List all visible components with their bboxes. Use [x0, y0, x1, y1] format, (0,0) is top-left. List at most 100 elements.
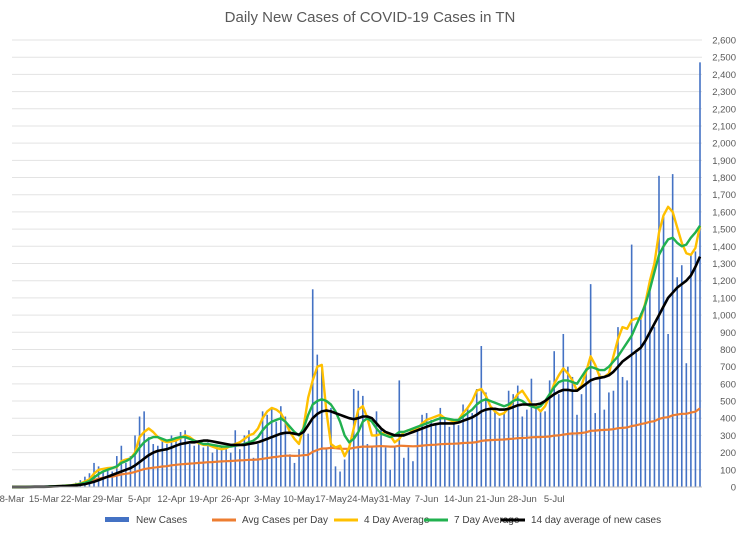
bar-new-cases [403, 457, 405, 487]
bar-new-cases [316, 354, 319, 487]
y-tick-label: 2,000 [712, 139, 736, 150]
x-tick-label: 28-Jun [508, 494, 537, 505]
bar-new-cases [138, 416, 141, 487]
y-tick-label: 2,400 [712, 70, 736, 81]
bar-new-cases [690, 254, 692, 487]
bar-new-cases [448, 426, 451, 487]
bar-new-cases [97, 466, 100, 487]
bar-new-cases [439, 407, 442, 487]
bar-new-cases [603, 409, 606, 487]
bar-new-cases [398, 380, 401, 487]
legend-item-14day: 14 day average of new cases [501, 515, 661, 526]
legend-label-14day: 14 day average of new cases [531, 515, 661, 526]
bar-new-cases [339, 471, 341, 487]
bar-new-cases [184, 430, 186, 487]
bar-new-cases [553, 351, 555, 487]
y-tick-label: 200 [720, 448, 736, 459]
bar-new-cases [175, 438, 177, 487]
bar-new-cases [639, 313, 642, 487]
x-tick-label: 8-Mar [0, 494, 24, 505]
bar-new-cases [284, 416, 287, 487]
bar-new-cases [617, 327, 619, 487]
bar-new-cases [630, 244, 633, 487]
y-tick-label: 800 [720, 345, 736, 356]
bar-new-cases [252, 457, 255, 487]
x-tick-label: 21-Jun [476, 494, 505, 505]
y-tick-label: 1,900 [712, 156, 736, 167]
bar-new-cases [676, 277, 679, 487]
legend-item-7day: 7 Day Average [424, 515, 520, 526]
bar-new-cases [516, 385, 519, 487]
bar-new-cases [366, 444, 369, 487]
bar-new-cases [457, 425, 460, 487]
bar-new-cases [412, 461, 414, 487]
bar-new-cases [362, 395, 364, 487]
bar-new-cases [539, 409, 542, 487]
bar-new-cases [298, 449, 300, 487]
bar-new-cases [535, 407, 537, 487]
x-tick-label: 14-Jun [444, 494, 473, 505]
x-axis-ticks: 8-Mar 15-Mar 22-Mar 29-Mar 5-Apr 12-Apr 19-Apr… [0, 494, 564, 505]
y-tick-label: 1,700 [712, 190, 736, 201]
bar-new-cases [125, 462, 127, 487]
y-tick-label: 900 [720, 328, 736, 339]
x-tick-label: 15-Mar [29, 494, 59, 505]
bar-new-cases [120, 445, 123, 487]
bar-new-cases [225, 447, 227, 487]
legend-label-7day: 7 Day Average [454, 515, 520, 526]
y-tick-label: 2,500 [712, 53, 736, 64]
bar-new-cases [544, 411, 546, 487]
bar-new-cases [421, 414, 423, 487]
bar-new-cases [343, 459, 346, 487]
x-tick-label: 19-Apr [189, 494, 218, 505]
x-tick-label: 12-Apr [157, 494, 186, 505]
bar-new-cases [375, 411, 378, 487]
bar-new-cases [321, 366, 323, 487]
bar-new-cases [480, 346, 483, 487]
bar-new-cases [621, 376, 624, 487]
bar-new-cases [270, 407, 273, 487]
y-tick-label: 1,200 [712, 276, 736, 287]
y-tick-label: 1,100 [712, 293, 736, 304]
y-tick-label: 600 [720, 379, 736, 390]
bar-new-cases [407, 447, 410, 487]
bar-new-cases [548, 380, 551, 487]
legend-item-4day: 4 Day Average [334, 515, 430, 526]
bar-new-cases [220, 445, 223, 487]
bar-new-cases [671, 174, 674, 487]
y-tick-label: 1,600 [712, 207, 736, 218]
bar-new-cases [612, 390, 615, 487]
y-tick-label: 300 [720, 431, 736, 442]
line-7-day-average [12, 225, 701, 489]
bar-new-cases [576, 414, 578, 487]
x-tick-label: 7-Jun [415, 494, 439, 505]
y-tick-label: 1,500 [712, 225, 736, 236]
x-tick-label: 5-Jul [544, 494, 565, 505]
bar-new-cases [466, 407, 469, 487]
bar-new-cases [694, 251, 697, 487]
bar-new-cases [302, 430, 305, 487]
bar-new-cases [475, 389, 478, 487]
bar-new-cases [234, 430, 237, 487]
bar-new-cases [170, 435, 173, 487]
bar-new-cases [152, 444, 155, 487]
bar-new-cases [384, 447, 387, 487]
bar-new-cases [589, 284, 592, 487]
bar-new-cases [571, 376, 574, 487]
bar-new-cases [325, 447, 328, 487]
bar-new-cases [311, 289, 314, 487]
legend-label-new-cases: New Cases [136, 515, 187, 526]
bar-new-cases [371, 447, 373, 487]
bar-new-cases [444, 418, 446, 487]
bar-new-cases [334, 466, 337, 487]
bar-new-cases [266, 414, 268, 487]
bar-new-cases [289, 454, 291, 487]
bar-new-cases [239, 449, 241, 487]
bar-new-cases [498, 418, 501, 487]
y-tick-label: 400 [720, 414, 736, 425]
bar-new-cases [129, 456, 132, 487]
bar-new-cases [430, 419, 432, 487]
x-tick-label: 17-May [315, 494, 347, 505]
y-tick-label: 100 [720, 465, 736, 476]
bar-new-cases [179, 431, 182, 487]
